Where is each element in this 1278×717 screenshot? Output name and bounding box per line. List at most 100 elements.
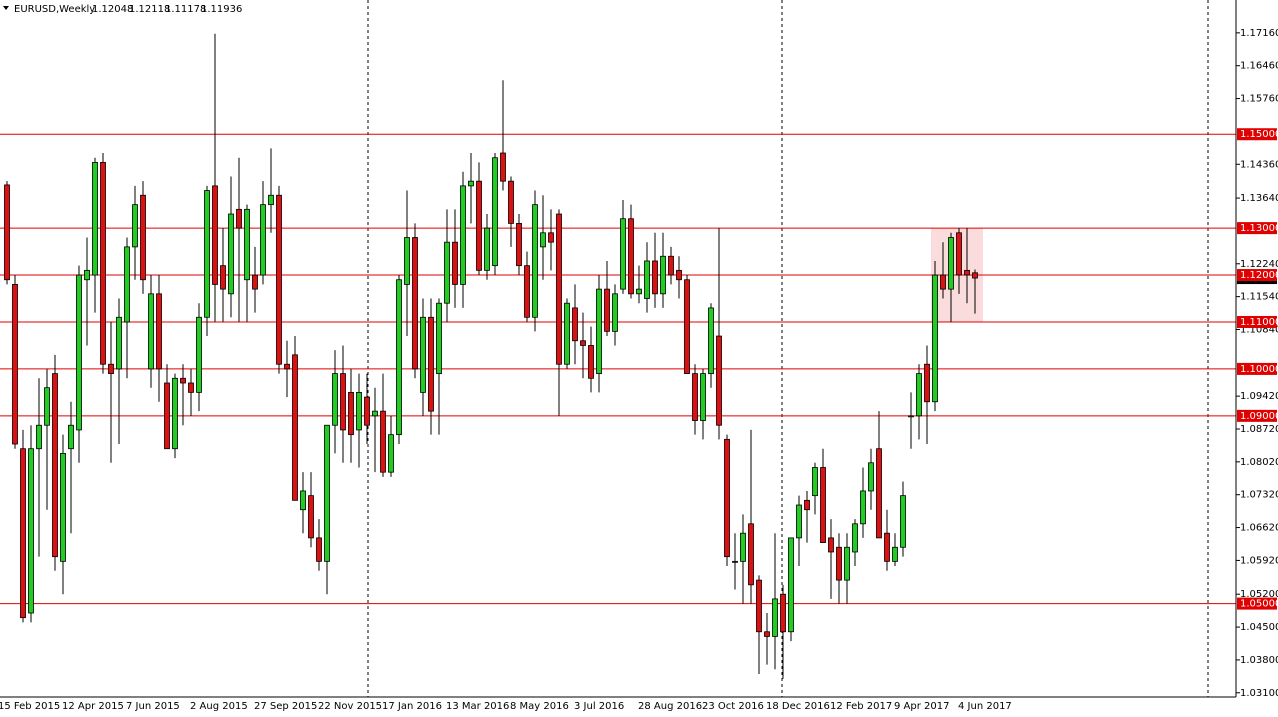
candle-body-bear <box>588 345 594 379</box>
x-tick-label: 28 Aug 2016 <box>638 701 702 712</box>
y-tick-label: 1.15760 <box>1240 94 1278 105</box>
candle-body-bear <box>316 537 322 562</box>
candle-body-bear <box>276 194 282 365</box>
y-tick-label: 1.06620 <box>1240 523 1278 534</box>
candle-body-bear <box>668 255 674 276</box>
y-tick-label: 1.08020 <box>1240 457 1278 468</box>
y-tick-label: 1.09420 <box>1240 391 1278 402</box>
candle-body-bear <box>12 284 18 445</box>
candle-body-bull <box>300 490 306 511</box>
candle-body-bull <box>124 246 130 323</box>
menu-triangle[interactable] <box>3 6 9 10</box>
candle-body-bull <box>892 546 898 562</box>
candle-body-bear <box>188 382 194 393</box>
candle-body-bear <box>20 448 26 619</box>
candle-body-bull <box>484 227 490 271</box>
x-tick-label: 8 May 2016 <box>510 701 569 712</box>
candle-body-bull <box>404 237 410 285</box>
level-label-box <box>1237 315 1277 328</box>
y-tick-label: 1.05200 <box>1240 589 1278 600</box>
y-tick-label: 1.03800 <box>1240 655 1278 666</box>
candle-body-bear <box>548 232 554 243</box>
candle-body-bull <box>36 424 42 450</box>
y-tick-label: 1.10840 <box>1240 324 1278 335</box>
candle-body-bull <box>172 377 178 450</box>
candle-body-bear <box>252 274 258 290</box>
candle-body-bull <box>636 288 642 295</box>
candle-body-bull <box>900 495 906 548</box>
level-label: 1.09000 <box>1240 411 1278 422</box>
candle-body-bull <box>92 161 98 276</box>
candle-body-bull <box>204 190 210 318</box>
y-tick-label: 1.16460 <box>1240 61 1278 72</box>
candle-body-bull <box>932 274 938 403</box>
level-label-box <box>1237 362 1277 375</box>
x-tick-label: 27 Sep 2015 <box>254 701 317 712</box>
level-label: 1.05000 <box>1240 599 1278 610</box>
candle-body-bear <box>628 218 634 295</box>
y-tick-label: 1.14360 <box>1240 159 1278 170</box>
candle-body-bull <box>436 302 442 375</box>
level-label-box <box>1237 597 1277 610</box>
x-tick-label: 17 Jan 2016 <box>382 701 442 712</box>
y-tick-label: 1.07320 <box>1240 490 1278 501</box>
candle-body-bull <box>396 279 402 436</box>
candle-body-bull <box>908 415 914 418</box>
header: EURUSD,Weekly 1.12048 1.12118 1.11178 1.… <box>14 4 242 15</box>
y-tick-label: 1.05920 <box>1240 555 1278 566</box>
candle-body-bear <box>716 335 722 426</box>
candle-body-bear <box>604 288 610 332</box>
candle-body-bull <box>372 410 378 417</box>
candle-body-bull <box>860 490 866 525</box>
y-tick-label: 1.17160 <box>1240 28 1278 39</box>
candle-body-bear <box>756 579 762 633</box>
candle-body-bull <box>268 194 274 206</box>
candle-body-bear <box>348 391 354 436</box>
symbol-title: EURUSD,Weekly <box>14 4 95 15</box>
x-tick-label: 15 Feb 2015 <box>0 701 60 712</box>
level-label: 1.10000 <box>1240 364 1278 375</box>
candle-body-bull <box>732 560 738 563</box>
header-close: 1.11936 <box>201 4 242 15</box>
level-label-box <box>1237 269 1277 282</box>
candle-body-bull <box>708 307 714 375</box>
candle-body-bull <box>148 293 154 370</box>
y-tick-label: 1.13640 <box>1240 193 1278 204</box>
candle-body-bull <box>468 180 474 187</box>
candle-body-bear <box>956 232 962 276</box>
x-tick-label: 13 Mar 2016 <box>446 701 509 712</box>
candle-body-bull <box>852 523 858 553</box>
candle-body-bear <box>340 373 346 431</box>
candle-body-bull <box>532 204 538 318</box>
x-tick-label: 12 Feb 2017 <box>830 701 892 712</box>
y-tick-label: 1.08720 <box>1240 424 1278 435</box>
x-tick-label: 7 Jun 2015 <box>126 701 180 712</box>
candle-body-bear <box>876 448 882 539</box>
candle-body-bull <box>244 208 250 281</box>
candle-body-bull <box>844 546 850 581</box>
y-tick-label: 1.03100 <box>1240 688 1278 699</box>
level-label-box <box>1237 409 1277 422</box>
x-tick-label: 22 Nov 2015 <box>318 701 382 712</box>
level-label: 1.13000 <box>1240 223 1278 234</box>
candle-body-bear <box>580 340 586 346</box>
level-label-box <box>1237 128 1277 141</box>
candle-body-bull <box>332 373 338 426</box>
candle-body-bull <box>28 448 34 614</box>
x-tick-label: 23 Oct 2016 <box>702 701 764 712</box>
candle-body-bull <box>788 537 794 633</box>
candle-body-bear <box>820 467 826 543</box>
candle-body-bull <box>772 598 778 637</box>
candle-body-bull <box>620 218 626 290</box>
candle-body-bull <box>388 434 394 473</box>
candle-body-bear <box>212 185 218 285</box>
candle-body-bear <box>684 279 690 375</box>
candle-body-bear <box>292 354 298 501</box>
candle-body-bear <box>516 223 522 267</box>
candle-body-bull <box>356 391 362 431</box>
candle-body-bull <box>700 373 706 421</box>
candle-body-bear <box>508 180 514 224</box>
candle-body-bear <box>676 269 682 281</box>
candle-body-bear <box>156 293 162 370</box>
candle-body-bull <box>132 204 138 248</box>
